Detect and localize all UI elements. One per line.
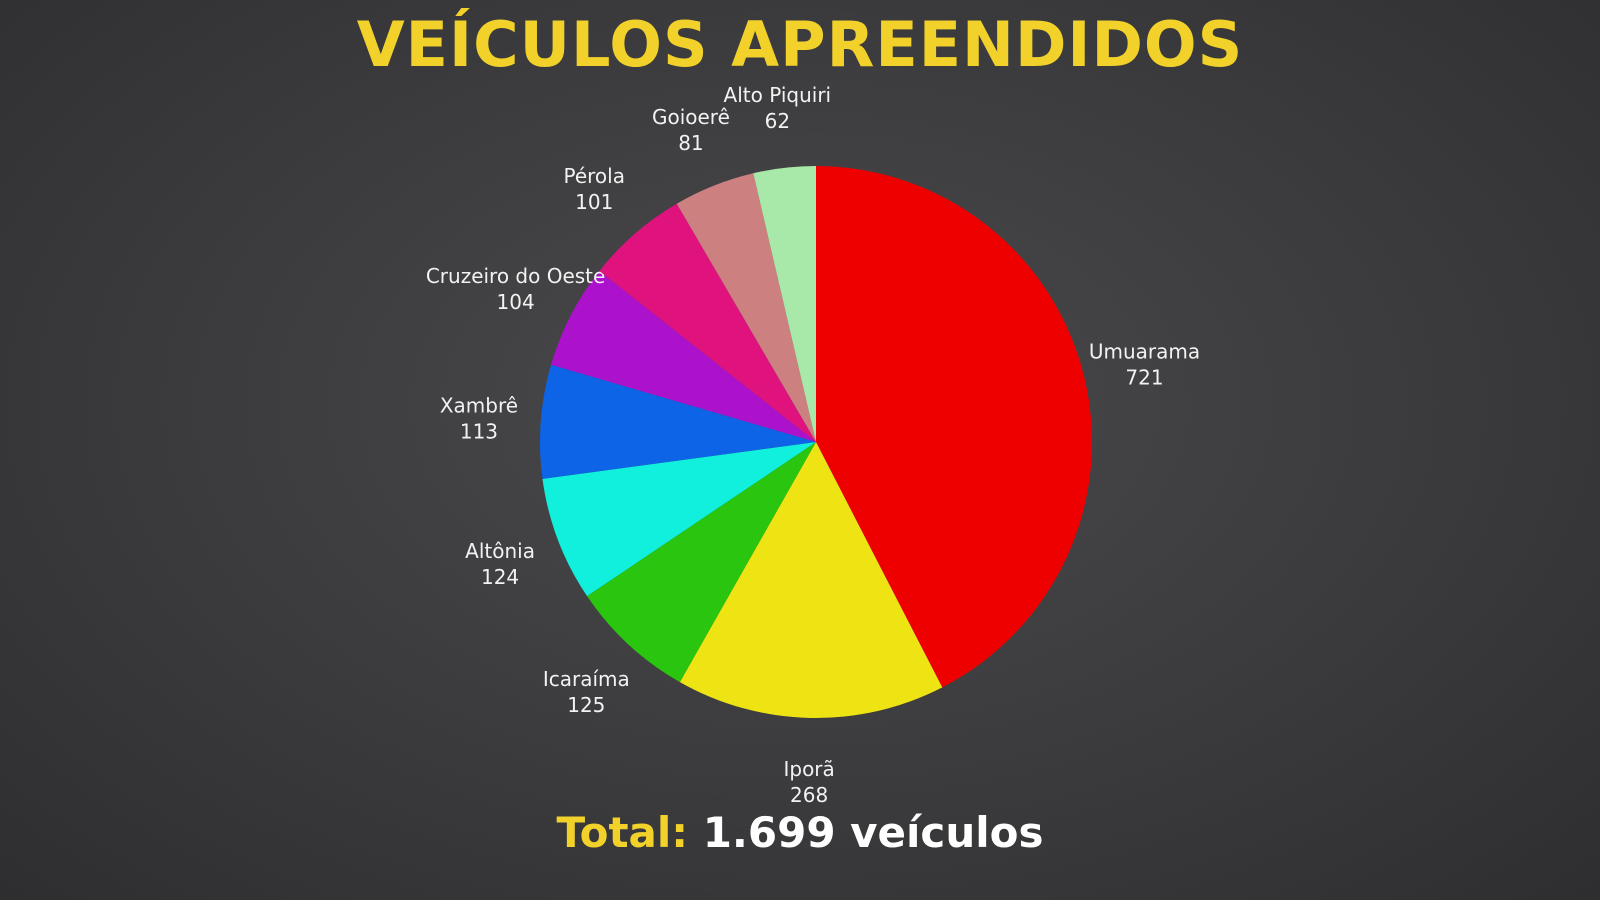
slice-label-icaraima: Icaraíma 125 bbox=[543, 667, 630, 717]
slice-label-xambre: Xambrê 113 bbox=[440, 394, 518, 444]
slice-value: 62 bbox=[765, 109, 790, 133]
chart-title: VEÍCULOS APREENDIDOS bbox=[356, 8, 1244, 81]
slice-value: 721 bbox=[1125, 365, 1163, 389]
total-label: Total: bbox=[556, 808, 703, 857]
slice-name: Cruzeiro do Oeste bbox=[426, 264, 606, 288]
pie-slice-cruzeiro-do-oeste bbox=[551, 270, 816, 442]
pie-slice-altonia bbox=[542, 442, 816, 597]
slice-label-goioere: Goioerê 81 bbox=[652, 105, 730, 155]
slice-name: Goioerê bbox=[652, 105, 730, 129]
slice-name: Xambrê bbox=[440, 394, 518, 418]
slice-value: 268 bbox=[790, 783, 828, 807]
slice-value: 101 bbox=[575, 190, 613, 214]
slice-label-umuarama: Umuarama 721 bbox=[1089, 339, 1200, 389]
pie-slice-icaraima bbox=[587, 442, 816, 683]
pie-slice-ipora bbox=[679, 442, 943, 718]
slice-value: 113 bbox=[460, 420, 498, 444]
slice-name: Icaraíma bbox=[543, 667, 630, 691]
total-value: 1.699 veículos bbox=[702, 808, 1044, 857]
slice-label-altonia: Altônia 124 bbox=[465, 539, 535, 589]
slice-value: 124 bbox=[481, 565, 519, 589]
slice-value: 104 bbox=[497, 290, 535, 314]
pie-slice-xambre bbox=[540, 364, 816, 479]
slice-name: Pérola bbox=[564, 164, 625, 188]
slice-label-alto-piquiri: Alto Piquiri 62 bbox=[724, 83, 832, 133]
slice-name: Altônia bbox=[465, 539, 535, 563]
slice-name: Alto Piquiri bbox=[724, 83, 832, 107]
slice-label-cruzeiro-do-oeste: Cruzeiro do Oeste 104 bbox=[426, 264, 606, 314]
slice-name: Iporã bbox=[783, 757, 834, 781]
pie-slice-perola bbox=[599, 203, 816, 442]
pie-slice-umuarama bbox=[816, 166, 1093, 688]
pie-slice-goioere bbox=[676, 173, 816, 442]
pie-slice-alto-piquiri bbox=[753, 166, 816, 442]
slice-label-perola: Pérola 101 bbox=[564, 164, 625, 214]
total-line: Total: 1.699 veículos bbox=[0, 808, 1600, 857]
slice-label-ipora: Iporã 268 bbox=[783, 757, 834, 807]
slice-name: Umuarama bbox=[1089, 339, 1200, 363]
slice-value: 125 bbox=[567, 693, 605, 717]
slice-value: 81 bbox=[678, 131, 703, 155]
